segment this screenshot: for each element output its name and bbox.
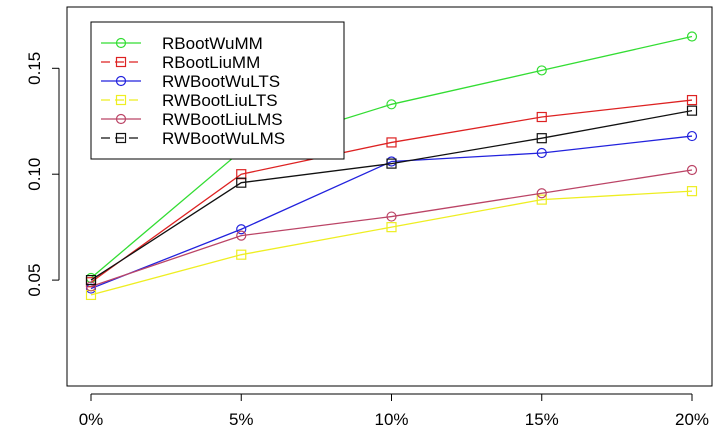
legend-item: RBootWuMM [101,34,263,53]
x-axis: 0% 5% 10% 15% 20% [79,393,709,429]
data-point [686,164,698,176]
data-point [236,230,247,241]
legend-marker [115,132,127,144]
data-point [536,147,547,159]
data-point [386,211,397,222]
series-line [90,99,693,283]
legend-label: RWBootLiuLTS [162,91,278,110]
series-line [90,169,693,288]
data-point [386,222,397,233]
series-line [90,110,693,281]
legend: RBootWuMMRBootLiuMMRWBootWuLTSRWBootLiuL… [90,21,345,160]
legend-item: RWBootLiuLTS [101,91,278,110]
data-point [236,249,247,260]
series-layer [85,31,698,301]
data-point [686,31,698,42]
legend-label: RWBootWuLMS [162,129,285,148]
data-point [386,158,397,169]
series-line [90,190,693,296]
data-point [386,99,397,110]
data-point [536,65,547,76]
series-RWBootLiuLTS [85,186,698,301]
legend-item: RWBootWuLMS [101,129,285,148]
data-point [686,105,698,116]
y-tick-label: 0.10 [25,158,44,191]
x-tick-label: 5% [229,410,254,429]
data-point [686,130,698,142]
plot-frame [66,6,713,387]
y-tick-label: 0.05 [25,264,44,297]
y-tick-label: 0.15 [25,52,44,85]
legend-label: RBootLiuMM [162,53,260,72]
legend-box [90,21,345,160]
legend-marker [115,75,127,87]
series-RWBootWuLMS [85,105,698,286]
legend-marker [115,37,127,49]
legend-item: RWBootLiuLMS [101,110,283,129]
data-point [536,111,547,123]
y-axis: 0.05 0.10 0.15 [25,52,60,297]
series-line [90,135,693,290]
legend-label: RWBootWuLTS [162,72,280,91]
x-tick-label: 0% [79,410,104,429]
legend-label: RBootWuMM [162,34,263,53]
data-point [536,188,547,199]
data-point [386,137,397,148]
data-point [236,224,247,235]
legend-marker [115,56,127,68]
legend-item: RBootLiuMM [101,53,260,72]
data-point [236,177,247,188]
legend-item: RWBootWuLTS [101,72,280,91]
data-point [536,194,547,205]
data-point [85,281,97,292]
legend-marker [115,94,127,106]
data-point [686,186,698,197]
x-tick-label: 20% [675,410,709,429]
data-point [686,94,698,106]
data-point [536,133,547,144]
x-tick-label: 15% [525,410,559,429]
legend-marker [115,113,127,125]
series-RWBootLiuLMS [85,164,698,292]
legend-label: RWBootLiuLMS [162,110,283,129]
x-tick-label: 10% [374,410,408,429]
series-line [90,35,693,279]
data-point [85,275,97,286]
